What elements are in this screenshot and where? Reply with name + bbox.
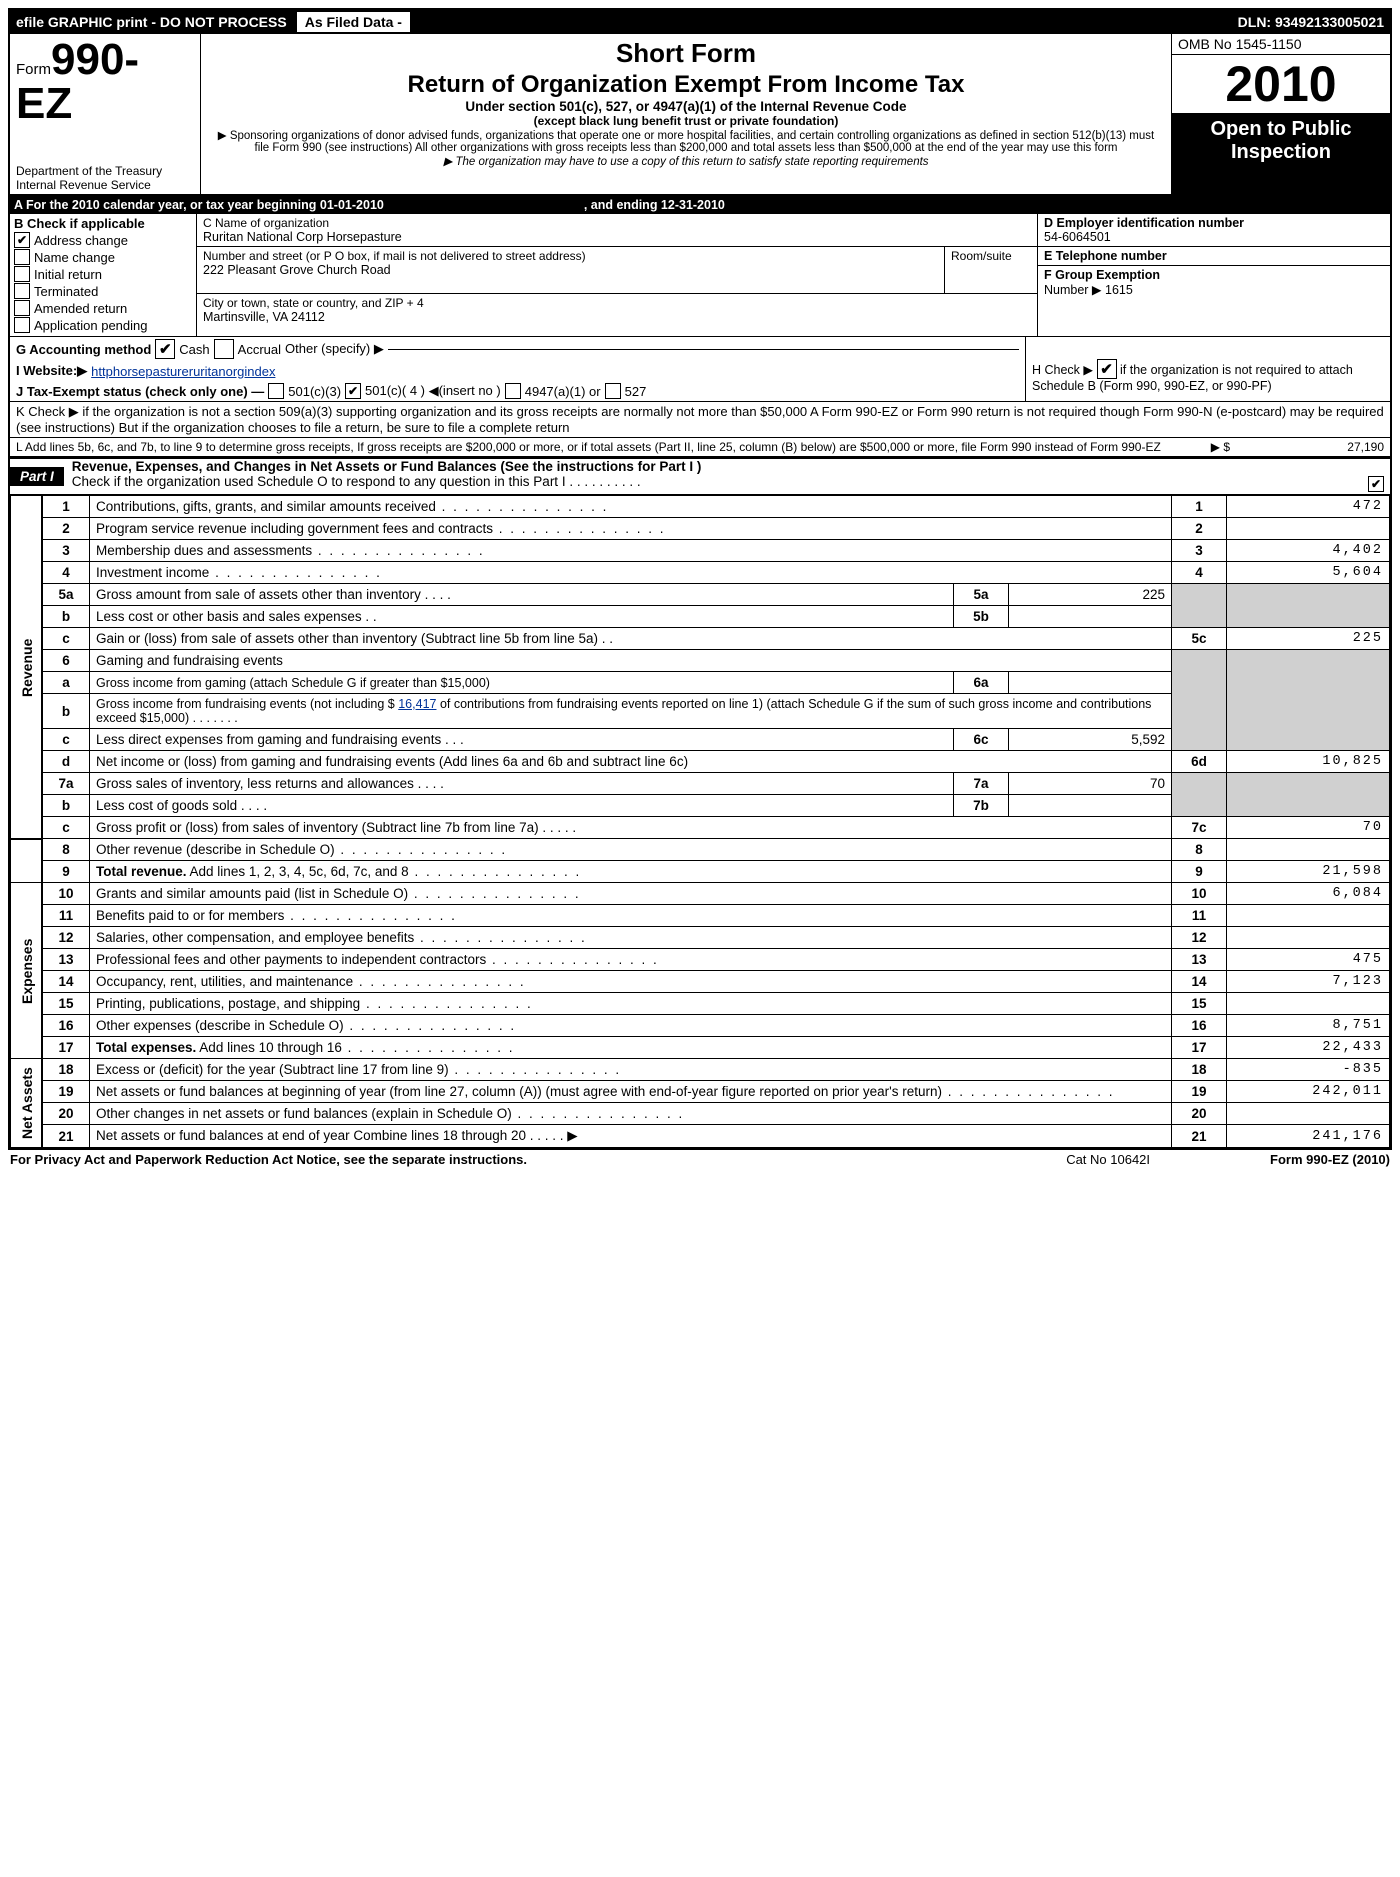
e-tel-label: E Telephone number <box>1044 249 1384 263</box>
l-amt: 27,190 <box>1234 440 1384 454</box>
chk-4947[interactable] <box>505 383 521 399</box>
website-link[interactable]: httphorsepastureruritanorgindex <box>91 364 275 379</box>
i-website-label: I Website:▶ <box>16 363 87 379</box>
street-value: 222 Pleasant Grove Church Road <box>203 263 938 277</box>
chk-h[interactable]: ✔ <box>1097 359 1117 379</box>
d-ein-label: D Employer identification number <box>1044 216 1384 230</box>
g-label: G Accounting method <box>16 342 151 357</box>
as-filed-box: As Filed Data - <box>295 10 412 34</box>
side-netassets: Net Assets <box>11 1059 43 1148</box>
j-label: J Tax-Exempt status (check only one) — <box>16 384 264 399</box>
form-number: Form990-EZ <box>16 38 194 126</box>
b-check-label: B Check if applicable <box>14 216 192 231</box>
chk-501c[interactable]: ✔ <box>345 383 361 399</box>
city-label: City or town, state or country, and ZIP … <box>203 296 1031 310</box>
chk-pending[interactable] <box>14 317 30 333</box>
k-row: K Check ▶ if the organization is not a s… <box>10 402 1390 438</box>
side-revenue: Revenue <box>11 496 43 839</box>
privacy-notice: For Privacy Act and Paperwork Reduction … <box>10 1152 527 1167</box>
other-specify-line[interactable] <box>388 349 1019 350</box>
part1-check-text: Check if the organization used Schedule … <box>72 474 641 489</box>
efile-label: efile GRAPHIC print - DO NOT PROCESS <box>10 14 293 30</box>
state-note: ▶ The organization may have to use a cop… <box>209 154 1163 168</box>
chk-527[interactable] <box>605 383 621 399</box>
chk-schedule-o[interactable]: ✔ <box>1368 476 1384 492</box>
f-group-label: F Group Exemption <box>1044 268 1384 282</box>
side-expenses: Expenses <box>11 883 43 1059</box>
chk-terminated[interactable] <box>14 283 30 299</box>
chk-amended[interactable] <box>14 300 30 316</box>
part1-label: Part I <box>10 467 64 486</box>
chk-address[interactable]: ✔ <box>14 232 30 248</box>
part1-title: Revenue, Expenses, and Changes in Net As… <box>72 459 702 474</box>
cat-no: Cat No 10642I <box>1066 1152 1150 1167</box>
short-form-title: Short Form <box>209 38 1163 69</box>
link-6b[interactable]: 16,417 <box>398 697 436 711</box>
omb-no: OMB No 1545-1150 <box>1172 34 1390 55</box>
chk-name[interactable] <box>14 249 30 265</box>
amt-1: 472 <box>1227 496 1390 518</box>
chk-501c3[interactable] <box>268 383 284 399</box>
chk-accrual[interactable] <box>214 339 234 359</box>
top-bar: efile GRAPHIC print - DO NOT PROCESS As … <box>10 10 1390 34</box>
tax-year: 2010 <box>1172 55 1390 114</box>
f-group-value: Number ▶ 1615 <box>1044 282 1384 297</box>
return-title: Return of Organization Exempt From Incom… <box>209 71 1163 99</box>
open-inspection: Open to Public Inspection <box>1172 114 1390 194</box>
dln: DLN: 93492133005021 <box>1232 14 1390 30</box>
h-label: H Check ▶ <box>1032 363 1093 377</box>
room-label: Room/suite <box>951 249 1031 263</box>
row-a-calendar: A For the 2010 calendar year, or tax yea… <box>10 196 1390 214</box>
city-value: Martinsville, VA 24112 <box>203 310 1031 324</box>
except: (except black lung benefit trust or priv… <box>209 114 1163 128</box>
lines-table: Revenue 1 Contributions, gifts, grants, … <box>10 495 1390 1148</box>
d-ein-value: 54-6064501 <box>1044 230 1384 244</box>
chk-cash[interactable]: ✔ <box>155 339 175 359</box>
chk-initial[interactable] <box>14 266 30 282</box>
form-footer: Form 990-EZ (2010) <box>1270 1152 1390 1167</box>
l-text: L Add lines 5b, 6c, and 7b, to line 9 to… <box>16 440 1207 454</box>
irs-label: Internal Revenue Service <box>16 178 194 192</box>
street-label: Number and street (or P O box, if mail i… <box>203 249 938 263</box>
dept-treasury: Department of the Treasury <box>16 164 194 178</box>
l-amt-lbl: ▶ $ <box>1211 440 1230 454</box>
sponsor-note: ▶ Sponsoring organizations of donor advi… <box>209 128 1163 154</box>
subsection: Under section 501(c), 527, or 4947(a)(1)… <box>209 99 1163 114</box>
org-name: Ruritan National Corp Horsepasture <box>203 230 1031 244</box>
c-name-label: C Name of organization <box>203 216 1031 230</box>
